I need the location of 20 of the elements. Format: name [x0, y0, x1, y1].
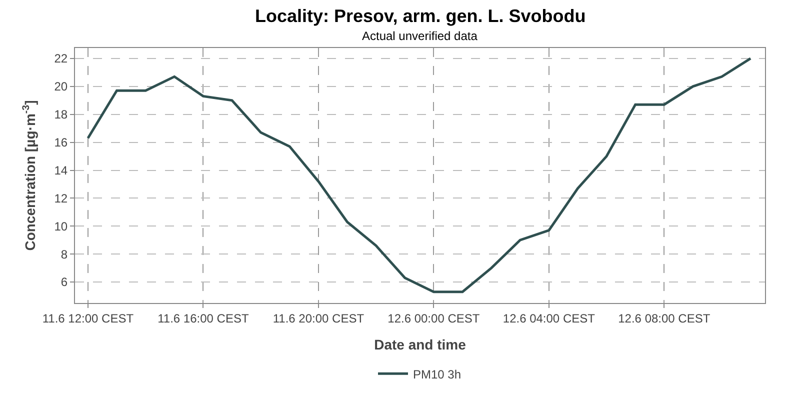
y-tick-label: 10 — [54, 219, 68, 234]
x-axis-title: Date and time — [374, 336, 466, 353]
chart-subtitle: Actual unverified data — [362, 29, 478, 43]
x-tick-label: 12.6 04:00 CEST — [502, 311, 596, 326]
x-tick-label: 11.6 16:00 CEST — [158, 311, 250, 326]
y-tick-label: 6 — [60, 275, 68, 290]
y-tick-label: 20 — [54, 80, 68, 94]
chart-title: Locality: Presov, arm. gen. L. Svobodu — [255, 6, 586, 26]
y-tick-label: 12 — [54, 191, 68, 206]
y-tick-label: 16 — [54, 136, 68, 150]
y-tick-label: 14 — [54, 163, 68, 178]
y-tick-label: 22 — [54, 52, 68, 66]
legend-label: PM10 3h — [413, 367, 462, 382]
line-series — [86, 57, 752, 294]
y-tick-label: 8 — [60, 247, 68, 262]
x-tick-label: 11.6 20:00 CEST — [272, 311, 365, 326]
y-tick-label: 18 — [54, 108, 68, 122]
x-tick-label: 11.6 12:00 CEST — [42, 311, 134, 326]
x-tick-label: 12.6 08:00 CEST — [618, 311, 711, 326]
x-tick-label: 12.6 00:00 CEST — [388, 311, 480, 326]
